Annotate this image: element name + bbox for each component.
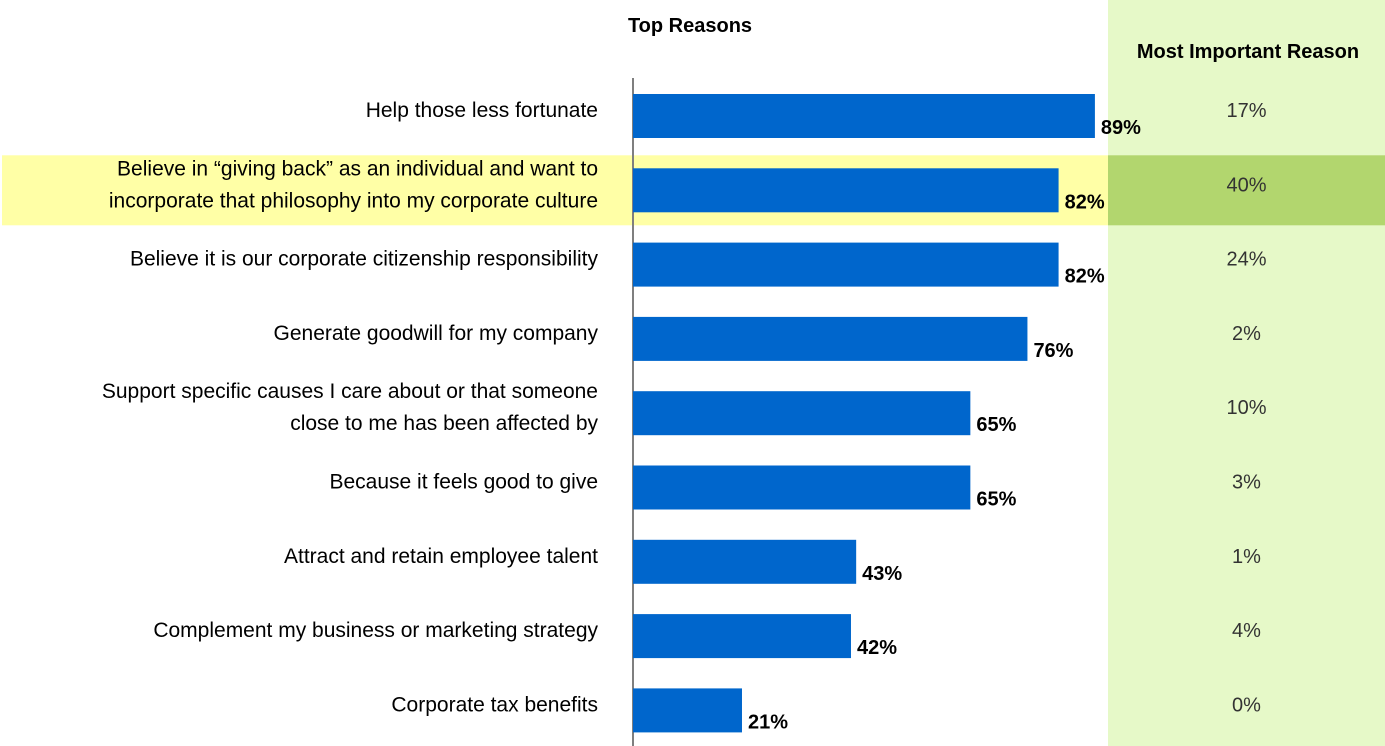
category-label: Believe it is our corporate citizenship … (130, 248, 599, 271)
category-label: Help those less fortunate (366, 99, 598, 122)
chart-row: Corporate tax benefits 21% 0% (391, 688, 1261, 733)
bar-value-label: 82% (1065, 266, 1105, 288)
most-important-value: 3% (1232, 472, 1261, 494)
most-important-value: 17% (1226, 100, 1266, 122)
category-label: Because it feels good to give (329, 471, 598, 494)
most-important-value: 40% (1226, 174, 1266, 196)
bar-value-label: 42% (857, 637, 897, 659)
bar (633, 391, 971, 436)
most-important-column-background (1108, 0, 1385, 746)
category-label: Support specific causes I care about or … (102, 380, 599, 435)
bar (633, 614, 851, 659)
bar-value-label: 65% (976, 489, 1016, 511)
chart-row: Because it feels good to give 65% 3% (329, 465, 1261, 511)
chart-row: Support specific causes I care about or … (102, 380, 1267, 436)
bar-value-label: 43% (862, 563, 902, 585)
most-important-value: 10% (1226, 397, 1266, 419)
chart-row: Attract and retain employee talent 43% 1% (284, 539, 1261, 585)
bar (633, 168, 1059, 213)
most-important-value: 0% (1232, 694, 1261, 716)
bar-value-label: 82% (1065, 191, 1105, 213)
chart-title: Top Reasons (628, 15, 752, 37)
category-label: Believe in “giving back” as an individua… (109, 157, 598, 212)
bar (633, 94, 1095, 138)
most-important-value: 1% (1232, 546, 1261, 568)
bar-value-label: 21% (748, 711, 788, 733)
bar-value-label: 65% (976, 414, 1016, 436)
bar (633, 465, 971, 510)
chart-row: Believe it is our corporate citizenship … (130, 242, 1267, 288)
chart-row: Help those less fortunate 89% 17% (366, 94, 1267, 139)
bar-value-label: 89% (1101, 117, 1141, 139)
most-important-value: 4% (1232, 620, 1261, 642)
chart-row: Complement my business or marketing stra… (153, 614, 1261, 659)
bar-value-label: 76% (1033, 340, 1073, 362)
bar (633, 242, 1059, 287)
chart-row: Believe in “giving back” as an individua… (109, 157, 1267, 213)
chart-row: Generate goodwill for my company 76% 2% (274, 316, 1261, 362)
category-label: Generate goodwill for my company (274, 322, 599, 345)
category-label: Complement my business or marketing stra… (153, 619, 598, 642)
most-important-value: 24% (1226, 249, 1266, 271)
bar (633, 539, 857, 584)
category-label: Attract and retain employee talent (284, 545, 598, 568)
category-label: Corporate tax benefits (391, 693, 598, 716)
bar (633, 316, 1028, 361)
most-important-column-title: Most Important Reason (1137, 41, 1359, 63)
bar (633, 688, 742, 733)
most-important-highlight-cell (1108, 155, 1385, 226)
most-important-value: 2% (1232, 323, 1261, 345)
